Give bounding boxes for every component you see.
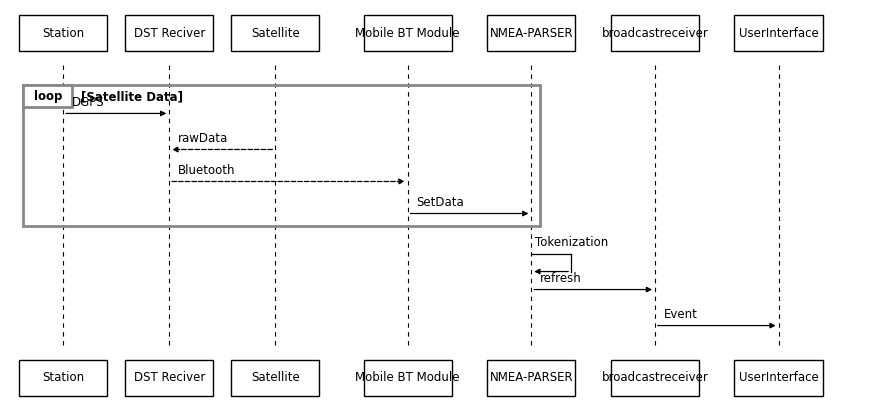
FancyBboxPatch shape [363,359,452,396]
FancyBboxPatch shape [231,359,319,396]
Text: Station: Station [43,27,84,40]
Text: Satellite: Satellite [251,371,299,384]
Text: UserInterface: UserInterface [739,371,819,384]
FancyBboxPatch shape [125,359,214,396]
Text: Bluetooth: Bluetooth [178,164,236,177]
FancyBboxPatch shape [19,15,107,52]
FancyBboxPatch shape [125,15,214,52]
FancyBboxPatch shape [487,359,576,396]
Text: DST Reciver: DST Reciver [134,27,205,40]
FancyBboxPatch shape [610,15,699,52]
Text: Satellite: Satellite [251,27,299,40]
FancyBboxPatch shape [23,85,72,108]
Text: UserInterface: UserInterface [739,27,819,40]
Text: Event: Event [664,308,697,321]
Text: SetData: SetData [416,196,464,209]
FancyBboxPatch shape [734,15,823,52]
FancyBboxPatch shape [19,359,107,396]
Text: broadcastreceiver: broadcastreceiver [602,371,709,384]
Text: broadcastreceiver: broadcastreceiver [602,27,709,40]
Text: [Satellite Data]: [Satellite Data] [81,90,183,103]
Text: rawData: rawData [178,132,229,145]
FancyBboxPatch shape [363,15,452,52]
Text: Mobile BT Module: Mobile BT Module [355,371,460,384]
FancyBboxPatch shape [610,359,699,396]
Text: loop: loop [34,90,62,103]
FancyBboxPatch shape [487,15,576,52]
Text: NMEA-PARSER: NMEA-PARSER [489,27,573,40]
FancyBboxPatch shape [231,15,319,52]
Text: Tokenization: Tokenization [535,236,608,249]
Text: NMEA-PARSER: NMEA-PARSER [489,371,573,384]
Text: DGPS: DGPS [72,96,105,109]
FancyBboxPatch shape [734,359,823,396]
Text: Station: Station [43,371,84,384]
Text: DST Reciver: DST Reciver [134,371,205,384]
Text: refresh: refresh [540,272,582,285]
Text: Mobile BT Module: Mobile BT Module [355,27,460,40]
